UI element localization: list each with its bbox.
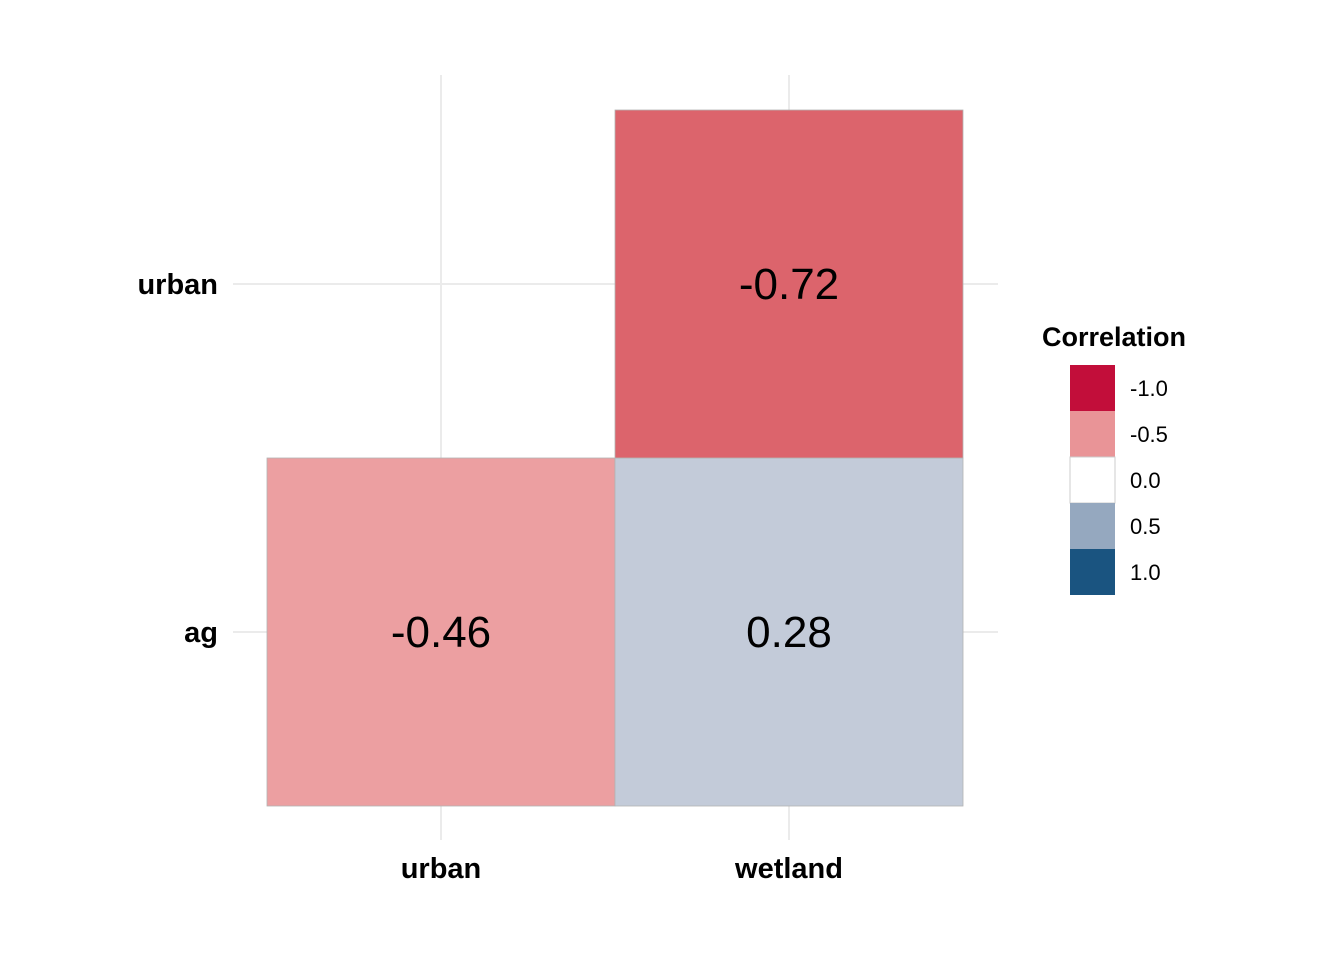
x-tick-label-wetland: wetland bbox=[734, 853, 843, 885]
heatmap-cell-wetland-urban bbox=[614, 109, 964, 459]
cell-value-labels: -0.46 0.28 -0.72 bbox=[391, 260, 839, 657]
cell-value-label-wetland-ag: 0.28 bbox=[746, 608, 832, 657]
y-axis: ag urban bbox=[137, 269, 218, 649]
y-tick-label-urban: urban bbox=[137, 269, 218, 301]
legend-title: Correlation bbox=[1042, 322, 1186, 352]
cell-value-label-urban-ag: -0.46 bbox=[391, 608, 491, 657]
heatmap-cell-urban-ag bbox=[266, 457, 616, 807]
legend-key--1.0 bbox=[1070, 365, 1115, 411]
legend: Correlation -1.0 -0.5 0.0 0.5 1.0 bbox=[1042, 322, 1186, 595]
legend-key--0.5 bbox=[1070, 411, 1115, 457]
legend-label-0.5: 0.5 bbox=[1130, 514, 1161, 539]
legend-label--0.5: -0.5 bbox=[1130, 422, 1168, 447]
legend-label--1.0: -1.0 bbox=[1130, 376, 1168, 401]
legend-keys: -1.0 -0.5 0.0 0.5 1.0 bbox=[1069, 365, 1168, 595]
x-axis: urban wetland bbox=[401, 853, 843, 885]
legend-key-0.5 bbox=[1070, 503, 1115, 549]
y-tick-label-ag: ag bbox=[184, 617, 218, 649]
cell-value-label-wetland-urban: -0.72 bbox=[739, 260, 839, 309]
legend-label-1.0: 1.0 bbox=[1130, 560, 1161, 585]
heatmap-cell-wetland-ag bbox=[614, 457, 964, 807]
legend-key-1.0 bbox=[1070, 549, 1115, 595]
heatmap-cells bbox=[266, 109, 964, 807]
x-tick-label-urban: urban bbox=[401, 853, 482, 885]
legend-label-0.0: 0.0 bbox=[1130, 468, 1161, 493]
legend-key-0.0 bbox=[1069, 456, 1116, 504]
